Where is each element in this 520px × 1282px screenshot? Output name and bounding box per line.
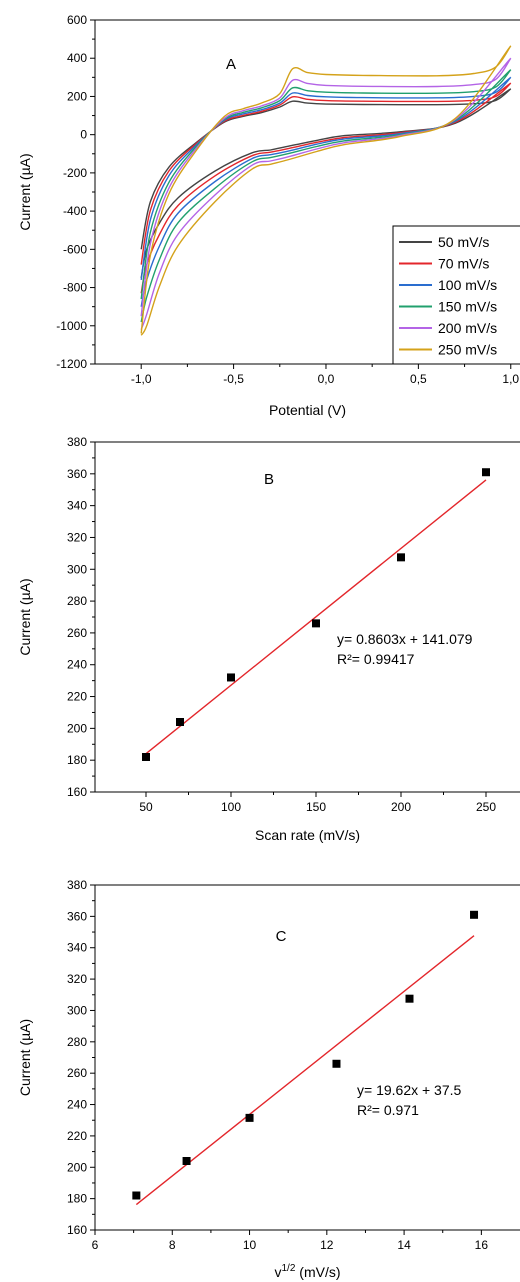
fit-equation: y= 0.8603x + 141.079: [337, 631, 473, 647]
y-tick-label: 200: [67, 721, 87, 735]
chart-c: 160 180 200 220 240 260 280 300 320 340 360 380 6 8 10…: [17, 878, 520, 1280]
fit-line: [135, 935, 475, 1206]
y-tick-label: 220: [67, 690, 87, 704]
y-tick-label: 240: [67, 658, 87, 672]
y-tick-label: 180: [67, 753, 87, 767]
panel-label: A: [226, 56, 236, 73]
x-axis-title: Potential (V): [269, 402, 346, 418]
y-tick-label: 260: [67, 1066, 87, 1080]
cv-curve-100-mv-s: [140, 76, 512, 307]
y-tick-label: 200: [67, 89, 87, 103]
x-tick-label: 1,0: [502, 372, 519, 386]
x-tick-label: 12: [320, 1238, 334, 1252]
x-axis-title: v1/2 (mV/s): [274, 1263, 340, 1280]
x-tick-label: 14: [397, 1238, 411, 1252]
y-tick-label: 280: [67, 1035, 87, 1049]
cv-curve-250-mv-s: [140, 45, 512, 336]
y-tick-label: 320: [67, 530, 87, 544]
panel-label: C: [276, 928, 287, 945]
data-point: [176, 718, 184, 726]
legend-box: [392, 225, 520, 365]
y-tick-label: -200: [63, 166, 87, 180]
x-axis-title: Scan rate (mV/s): [255, 827, 360, 843]
data-point: [142, 753, 150, 761]
legend-label: 200 mV/s: [438, 320, 497, 336]
x-axis-title-var: v: [274, 1264, 281, 1280]
x-tick-label: 8: [169, 1238, 176, 1252]
x-tick-label: 100: [221, 800, 241, 814]
data-point: [227, 673, 235, 682]
y-tick-label: 340: [67, 499, 87, 513]
data-point: [482, 468, 490, 477]
data-point: [470, 910, 479, 919]
y-tick-label: 320: [67, 972, 87, 986]
fit-equation: y= 19.62x + 37.5: [357, 1082, 462, 1098]
panel-label: B: [264, 471, 274, 488]
y-tick-label: 380: [67, 878, 87, 892]
y-tick-label: -400: [63, 204, 87, 218]
x-tick-label: 0,5: [410, 372, 427, 386]
y-tick-label: 380: [67, 435, 87, 449]
x-tick-label: -1,0: [131, 372, 152, 386]
y-tick-label: 340: [67, 941, 87, 955]
legend-label: 70 mV/s: [438, 256, 489, 272]
x-tick-label: 250: [476, 800, 496, 814]
y-tick-label: 400: [67, 51, 87, 65]
y-tick-label: 280: [67, 594, 87, 608]
x-axis-title-sup: 1/2: [281, 1263, 295, 1274]
y-tick-label: -1000: [56, 319, 87, 333]
y-axis-title: Current (µA): [17, 1019, 33, 1096]
x-tick-label: 6: [92, 1238, 99, 1252]
y-tick-label: 600: [67, 13, 87, 27]
y-tick-label: 160: [67, 1223, 87, 1237]
x-tick-label: 10: [243, 1238, 257, 1252]
y-tick-label: -800: [63, 281, 87, 295]
data-point: [312, 619, 320, 628]
y-tick-label: 180: [67, 1192, 87, 1206]
y-tick-label: 360: [67, 467, 87, 481]
y-axis-title: Current (µA): [17, 578, 33, 655]
y-tick-label: 160: [67, 785, 87, 799]
data-point: [397, 553, 405, 562]
y-tick-label: 300: [67, 1003, 87, 1017]
fit-line: [145, 479, 487, 755]
data-point: [332, 1059, 341, 1068]
legend-label: 250 mV/s: [438, 342, 497, 358]
chart-b: 160 180 200 220 240 260 280 300 320 340 360 380 50 10…: [17, 435, 520, 843]
r-squared: R²= 0.971: [357, 1102, 419, 1118]
y-tick-label: -600: [63, 242, 87, 256]
x-tick-label: 200: [391, 800, 411, 814]
data-point: [405, 994, 414, 1003]
y-tick-label: 0: [80, 128, 87, 142]
legend-label: 150 mV/s: [438, 299, 497, 315]
y-tick-label: 260: [67, 626, 87, 640]
x-tick-label: -0,5: [223, 372, 244, 386]
y-axis-title: Current (µA): [17, 153, 33, 230]
chart-a: -1200 -1000 -800 -600 -400 -200 0 200 400 600 -1,0…: [17, 13, 520, 418]
y-tick-label: 200: [67, 1160, 87, 1174]
x-tick-label: 16: [475, 1238, 489, 1252]
y-tick-label: 220: [67, 1129, 87, 1143]
x-tick-label: 150: [306, 800, 326, 814]
legend-label: 50 mV/s: [438, 234, 489, 250]
y-tick-label: 360: [67, 909, 87, 923]
r-squared: R²= 0.99417: [337, 651, 415, 667]
x-tick-label: 0,0: [318, 372, 335, 386]
data-point: [182, 1157, 191, 1165]
x-axis-title-unit: (mV/s): [295, 1264, 340, 1280]
legend-label: 100 mV/s: [438, 277, 497, 293]
y-tick-label: 300: [67, 562, 87, 576]
y-tick-label: -1200: [56, 357, 87, 371]
y-tick-label: 240: [67, 1098, 87, 1112]
cv-curve-200-mv-s: [140, 57, 512, 330]
x-tick-label: 50: [139, 800, 153, 814]
data-point: [132, 1191, 141, 1200]
data-point: [245, 1113, 254, 1122]
